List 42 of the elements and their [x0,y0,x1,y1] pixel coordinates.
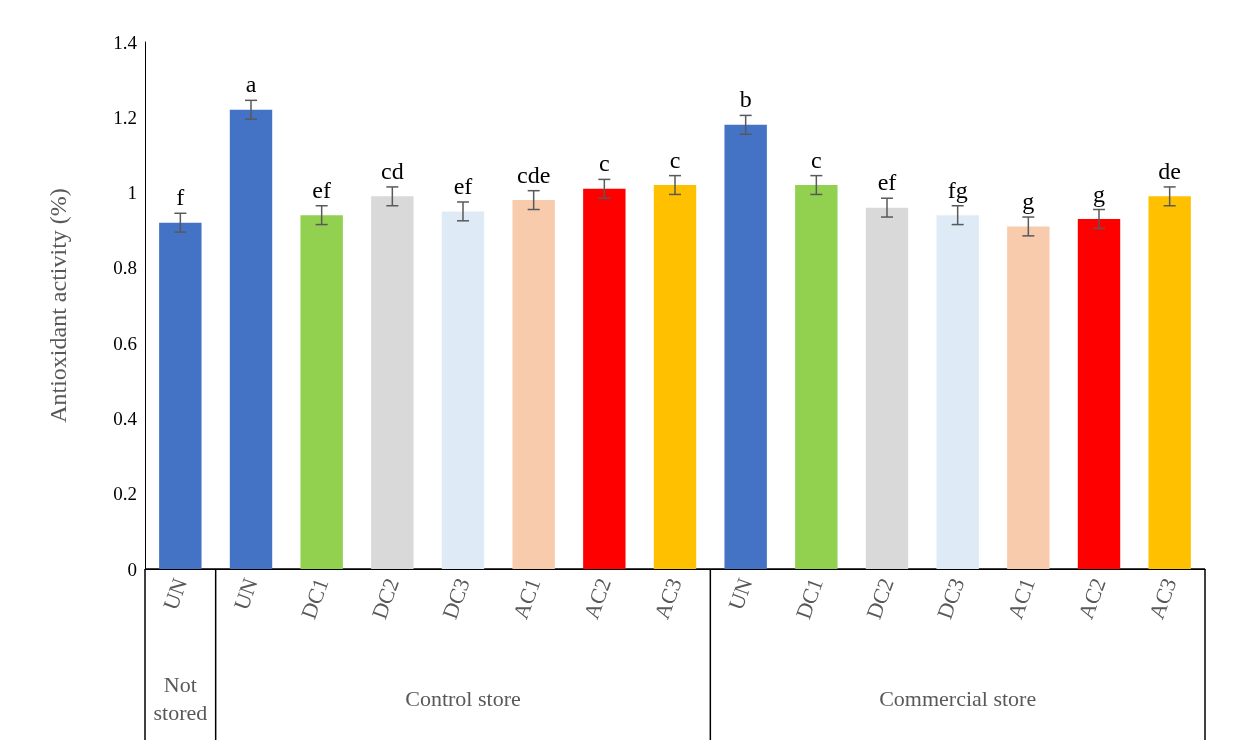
y-tick-label: 1.4 [113,31,138,53]
data-label: cde [517,161,551,188]
x-tick-label: DC1 [790,574,829,623]
x-tick-label: DC1 [295,574,334,623]
data-label: c [599,150,610,177]
y-tick-label: 0.6 [113,332,137,354]
data-label: fg [947,176,968,203]
y-tick-label: 1.2 [113,106,137,128]
data-label: c [669,146,681,173]
data-label: a [245,71,257,98]
data-label: ef [453,172,473,199]
y-tick-label: 0.2 [113,483,137,505]
data-label: c [811,146,822,173]
x-tick-label: AC2 [578,574,617,623]
x-tick-label: UN [228,574,263,614]
x-tick-label: DC3 [931,574,970,623]
x-tick-label: UN [723,574,758,614]
data-label: ef [877,169,897,196]
y-axis-title: Antioxidant activity (%) [45,188,71,423]
text: Not stored [153,671,208,725]
x-tick-label: UN [157,574,193,614]
data-label: g [1022,188,1035,215]
x-tick-label: DC3 [437,574,475,623]
x-tick-label: AC2 [1073,574,1111,623]
data-label: b [739,86,752,113]
x-tick-label: DC2 [366,574,405,623]
text: Commercial store [879,685,1037,711]
data-label: de [1158,157,1181,184]
x-tick-label: AC3 [649,574,687,623]
x-tick-label: DC2 [861,574,899,623]
data-label: cd [381,157,404,184]
x-tick-label: AC3 [1143,574,1182,623]
text: Control store [405,685,521,711]
y-tick-label: 0.4 [113,407,138,429]
y-tick-label: 1 [127,182,137,204]
x-tick-label: AC1 [507,574,546,623]
data-label: ef [312,176,331,203]
y-tick-label: 0.8 [113,257,137,279]
data-label: f [176,184,185,211]
data-label: g [1093,180,1105,207]
x-tick-label: AC1 [1002,574,1041,623]
y-tick-label: 0 [127,558,137,580]
